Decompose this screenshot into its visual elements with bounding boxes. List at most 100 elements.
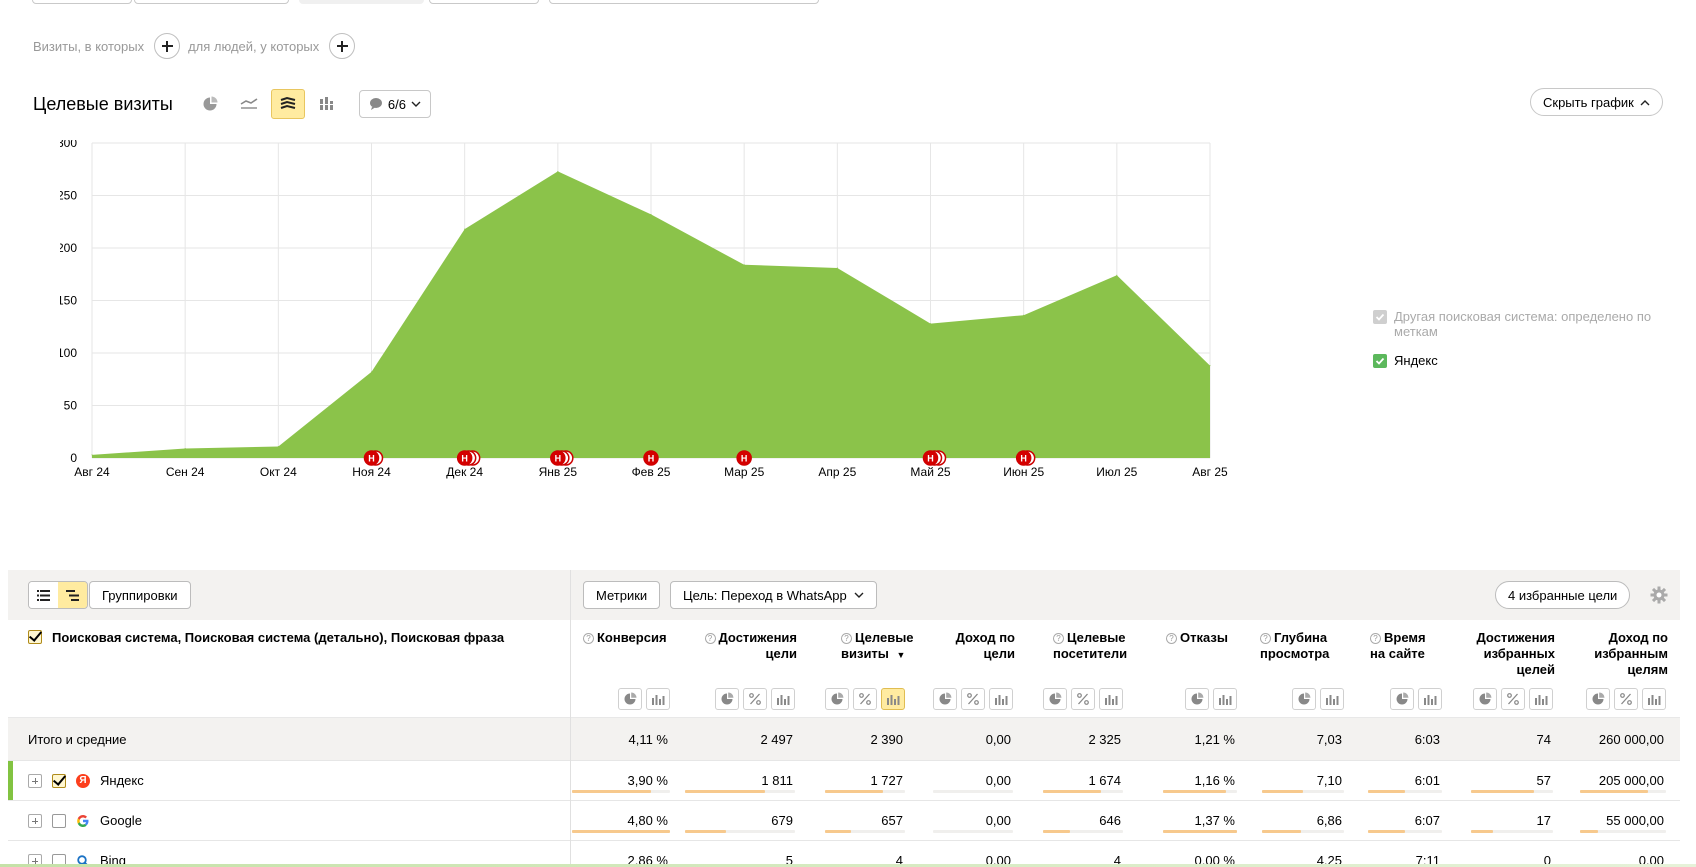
top-filter-field[interactable]: [299, 0, 424, 4]
value-bar: [1163, 830, 1237, 833]
row-checkbox[interactable]: [52, 813, 66, 828]
data-point: [464, 228, 466, 230]
column-bar-button[interactable]: [646, 688, 670, 710]
column-header[interactable]: ? Конверсия: [583, 630, 667, 646]
column-pie-button[interactable]: [1390, 688, 1414, 710]
column-pie-button[interactable]: [1586, 688, 1610, 710]
select-all-checkbox[interactable]: [28, 630, 42, 644]
x-tick-label: Апр 25: [818, 465, 856, 479]
help-icon[interactable]: ?: [1260, 633, 1271, 644]
y-tick-label: 100: [60, 346, 77, 360]
legend-item-yandex[interactable]: Яндекс: [1373, 353, 1673, 368]
notes-toggle-button[interactable]: 6/6: [358, 90, 431, 118]
column-header[interactable]: ? Отказы: [1166, 630, 1228, 646]
row-checkbox[interactable]: [52, 773, 66, 788]
column-header-text: посетители: [1053, 646, 1128, 661]
legend-checkbox[interactable]: [1373, 310, 1387, 324]
column-percent-button[interactable]: [1071, 688, 1095, 710]
column-percent-button[interactable]: [1501, 688, 1525, 710]
column-header[interactable]: ? Время на сайте: [1370, 630, 1426, 662]
value-bar: [933, 830, 1013, 833]
sort-desc-icon[interactable]: ▼: [896, 650, 906, 660]
column-pie-button[interactable]: [715, 688, 739, 710]
pie-chart-icon: [939, 692, 952, 705]
column-bar-button[interactable]: [771, 688, 795, 710]
expand-row-button[interactable]: [28, 853, 42, 867]
column-percent-button[interactable]: [961, 688, 985, 710]
table-cell: 7:11: [1415, 853, 1440, 867]
column-bar-button[interactable]: [1099, 688, 1123, 710]
column-bar-button[interactable]: [1642, 688, 1666, 710]
dimension-header: Поисковая система, Поисковая система (де…: [28, 630, 504, 645]
column-pie-button[interactable]: [825, 688, 849, 710]
column-bar-button[interactable]: [1529, 688, 1553, 710]
help-icon[interactable]: ?: [583, 633, 594, 644]
table-cell: 2 390: [870, 731, 903, 747]
column-bar-button[interactable]: [1320, 688, 1344, 710]
metrics-button[interactable]: Метрики: [583, 581, 661, 609]
help-icon[interactable]: ?: [704, 633, 716, 644]
column-header[interactable]: ? Глубина просмотра: [1260, 630, 1329, 662]
top-filter-field[interactable]: [549, 0, 819, 4]
groupings-button[interactable]: Группировки: [89, 581, 191, 609]
top-filter-field[interactable]: [134, 0, 289, 4]
column-pie-button[interactable]: [1043, 688, 1067, 710]
table-cell: 0,00: [985, 813, 1011, 828]
column-bar-button[interactable]: [1213, 688, 1237, 710]
column-pie-button[interactable]: [1473, 688, 1497, 710]
value-bar-fill: [1471, 830, 1494, 833]
column-percent-button[interactable]: [743, 688, 767, 710]
expand-row-button[interactable]: [28, 813, 42, 828]
table-cell: 4: [1113, 853, 1121, 867]
value-bar: [572, 830, 670, 833]
favorite-goals-button[interactable]: 4 избранные цели: [1495, 581, 1631, 609]
pie-chart-icon: [1049, 692, 1062, 705]
column-header[interactable]: ? Целевые посетители: [1053, 630, 1127, 662]
data-point: [930, 323, 931, 325]
table-row[interactable]: Google 4,80 % 679 657 0,00 646 1,37 % 6,86 6:07…: [8, 801, 1680, 841]
area-chart-view-button[interactable]: [270, 89, 305, 119]
column-header[interactable]: ? Целевые визиты ▼: [841, 630, 914, 663]
column-bar-button[interactable]: [1418, 688, 1442, 710]
column-pie-button[interactable]: [1185, 688, 1209, 710]
percent-icon: [749, 693, 761, 705]
hide-chart-button[interactable]: Скрыть график: [1530, 88, 1663, 116]
column-pie-button[interactable]: [933, 688, 957, 710]
data-point: [91, 454, 93, 456]
table-row[interactable]: Bing 2,86 % 5 4 0,00 4 0,00 % 4,25 7:11 0 0,00: [8, 841, 1680, 867]
legend-checkbox[interactable]: [1373, 354, 1387, 368]
column-percent-button[interactable]: [1614, 688, 1638, 710]
table-row[interactable]: Я Яндекс 3,90 % 1 811 1 727 0,00 1 674 1,16 %…: [8, 761, 1680, 801]
column-header[interactable]: ? Достижения цели: [704, 630, 797, 662]
column-bar-button[interactable]: [881, 688, 905, 710]
bar-chart-view-button[interactable]: [310, 89, 344, 119]
top-filter-field[interactable]: [429, 0, 539, 4]
add-people-filter-button[interactable]: [329, 33, 356, 59]
flat-list-view-button[interactable]: [29, 582, 58, 608]
column-header[interactable]: Доход по избранным целям: [1594, 630, 1668, 678]
column-percent-button[interactable]: [853, 688, 877, 710]
column-header[interactable]: Доход по цели: [956, 630, 1015, 662]
line-chart-view-button[interactable]: [232, 89, 266, 119]
row-label: Bing: [28, 841, 126, 867]
help-icon[interactable]: ?: [1370, 633, 1381, 644]
add-visits-filter-button[interactable]: [154, 33, 181, 59]
column-bar-button[interactable]: [989, 688, 1013, 710]
value-bar-fill: [1471, 790, 1535, 793]
pie-chart-view-button[interactable]: [193, 89, 227, 119]
expand-row-button[interactable]: [28, 773, 42, 788]
pie-chart-icon: [831, 692, 844, 705]
help-icon[interactable]: ?: [841, 633, 852, 644]
column-pie-button[interactable]: [1292, 688, 1316, 710]
top-filter-field[interactable]: [32, 0, 132, 4]
help-icon[interactable]: ?: [1053, 633, 1064, 644]
gear-icon[interactable]: [1650, 586, 1668, 604]
help-icon[interactable]: ?: [1166, 633, 1177, 644]
tree-view-button[interactable]: [58, 582, 87, 608]
table-cell: 3,90 %: [627, 773, 668, 788]
goal-select[interactable]: Цель: Переход в WhatsApp: [670, 581, 877, 609]
x-tick-label: Ноя 24: [352, 465, 391, 479]
legend-item-other-search[interactable]: Другая поисковая система: определено по …: [1373, 309, 1673, 339]
column-pie-button[interactable]: [618, 688, 642, 710]
column-header[interactable]: Достижения избранных целей: [1477, 630, 1555, 678]
